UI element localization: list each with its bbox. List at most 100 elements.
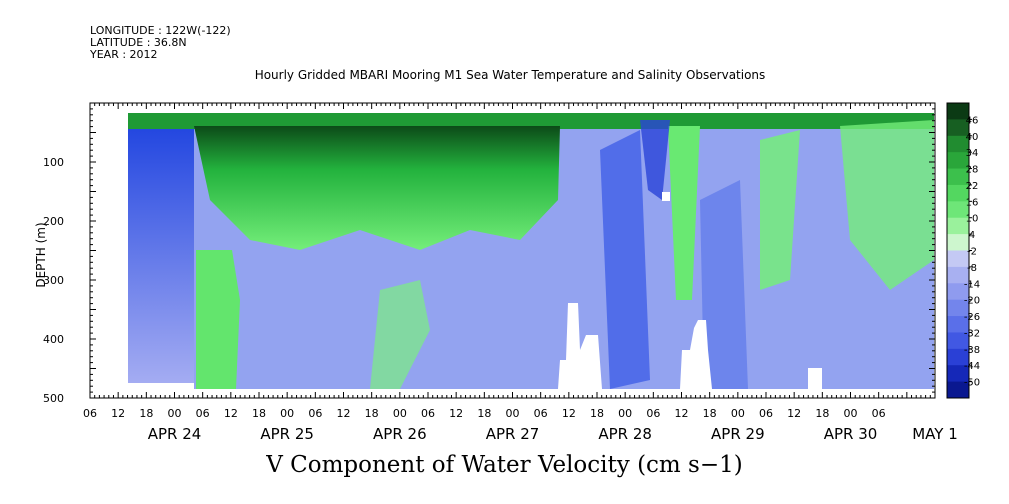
x-hour-label: 06 [196, 407, 210, 420]
data-gap [558, 303, 602, 389]
colorbar: 46 40 34 28 22 16 10 4 -2 -8 -14 -20 -26 -32 -38 -44 -50 [946, 102, 980, 399]
data-gap [680, 320, 712, 389]
x-hour-label: 00 [618, 407, 632, 420]
colorbar-swatch [947, 283, 969, 301]
x-day-label: MAY 1 [912, 425, 958, 443]
colorbar-swatch [947, 152, 969, 170]
colorbar-label: 4 [969, 230, 975, 241]
chart-title: Hourly Gridded MBARI Mooring M1 Sea Wate… [254, 68, 766, 82]
x-day-label: APR 25 [260, 425, 314, 443]
colorbar-swatch [947, 103, 969, 120]
data-gap [808, 368, 822, 389]
x-hour-label: 00 [280, 407, 294, 420]
x-hour-label: 00 [168, 407, 182, 420]
colorbar-label: -38 [964, 345, 980, 356]
x-hour-label: 12 [562, 407, 576, 420]
blue-trough [640, 120, 670, 200]
early-period-band [128, 126, 194, 383]
data-gap [662, 192, 670, 201]
green-streak [840, 120, 934, 290]
colorbar-label: -14 [964, 279, 980, 290]
x-hour-label: 12 [787, 407, 801, 420]
blue-trough [700, 180, 748, 389]
colorbar-swatch [947, 168, 969, 186]
axis-ticks: 06 12 18 00 06 12 18 00 06 12 18 00 06 12 18 00 06 12 18 00… [43, 102, 958, 443]
x-hour-label: 00 [393, 407, 407, 420]
colorbar-label: 16 [966, 197, 979, 208]
x-hour-label: 06 [534, 407, 548, 420]
y-tick-label: 500 [43, 392, 64, 405]
data-gap [128, 383, 194, 389]
colorbar-swatch [947, 217, 969, 235]
x-hour-label: 18 [139, 407, 153, 420]
x-hour-label: 06 [83, 407, 97, 420]
x-hour-label: 18 [252, 407, 266, 420]
x-day-label: APR 28 [598, 425, 652, 443]
colorbar-label: -26 [964, 312, 980, 323]
x-hour-label: 12 [337, 407, 351, 420]
x-day-label: APR 24 [148, 425, 202, 443]
x-day-label: APR 27 [486, 425, 540, 443]
longitude-label: LONGITUDE : 122W(-122) [90, 24, 231, 37]
y-tick-label: 200 [43, 215, 64, 228]
deep-green-patch [370, 280, 430, 389]
colorbar-label: 10 [966, 214, 979, 225]
x-hour-label: 06 [646, 407, 660, 420]
x-hour-label: 18 [590, 407, 604, 420]
surface-layer [128, 113, 934, 129]
colorbar-label: -44 [964, 361, 980, 372]
y-tick-label: 100 [43, 156, 64, 169]
colorbar-swatch [947, 184, 969, 202]
x-hour-label: 12 [675, 407, 689, 420]
green-streak [760, 130, 800, 290]
year-label: YEAR : 2012 [90, 48, 158, 61]
x-hour-label: 18 [365, 407, 379, 420]
x-hour-label: 12 [449, 407, 463, 420]
x-hour-label: 18 [815, 407, 829, 420]
x-hour-label: 12 [224, 407, 238, 420]
shallow-green-region [194, 126, 560, 250]
green-streak [668, 126, 700, 300]
x-hour-label: 00 [731, 407, 745, 420]
x-hour-label: 18 [477, 407, 491, 420]
colorbar-swatch [947, 250, 969, 268]
x-hour-label: 00 [844, 407, 858, 420]
colorbar-label: 46 [966, 115, 979, 126]
x-hour-label: 12 [111, 407, 125, 420]
colorbar-label: 34 [966, 148, 979, 159]
x-hour-label: 06 [759, 407, 773, 420]
colorbar-swatch [947, 348, 969, 366]
colorbar-label: 40 [966, 132, 979, 143]
colorbar-label: -8 [967, 263, 977, 274]
y-tick-label: 300 [43, 274, 64, 287]
colorbar-label: 22 [966, 181, 979, 192]
colorbar-swatch [947, 332, 969, 350]
colorbar-label: -50 [964, 378, 980, 389]
colorbar-swatch [947, 119, 969, 137]
colorbar-swatch [947, 299, 969, 317]
colorbar-swatch [947, 135, 969, 153]
x-hour-label: 06 [308, 407, 322, 420]
velocity-field [128, 113, 934, 389]
colorbar-label: 28 [966, 165, 979, 176]
colorbar-swatch [947, 381, 969, 399]
colorbar-label: -2 [967, 247, 977, 258]
colorbar-label: -32 [964, 328, 980, 339]
colorbar-swatch [947, 201, 969, 219]
y-tick-label: 400 [43, 333, 64, 346]
x-hour-label: 18 [703, 407, 717, 420]
x-hour-label: 00 [506, 407, 520, 420]
variable-label: V Component of Water Velocity (cm s−1) [266, 452, 743, 478]
colorbar-label: -20 [964, 296, 980, 307]
x-day-label: APR 26 [373, 425, 427, 443]
x-day-label: APR 30 [824, 425, 878, 443]
deep-green-patch [196, 250, 240, 389]
colorbar-swatch [947, 266, 969, 284]
colorbar-swatch [947, 365, 969, 383]
x-hour-label: 06 [421, 407, 435, 420]
colorbar-swatch [947, 234, 969, 251]
latitude-label: LATITUDE : 36.8N [90, 36, 187, 49]
colorbar-swatch [947, 316, 969, 333]
x-day-label: APR 29 [711, 425, 765, 443]
